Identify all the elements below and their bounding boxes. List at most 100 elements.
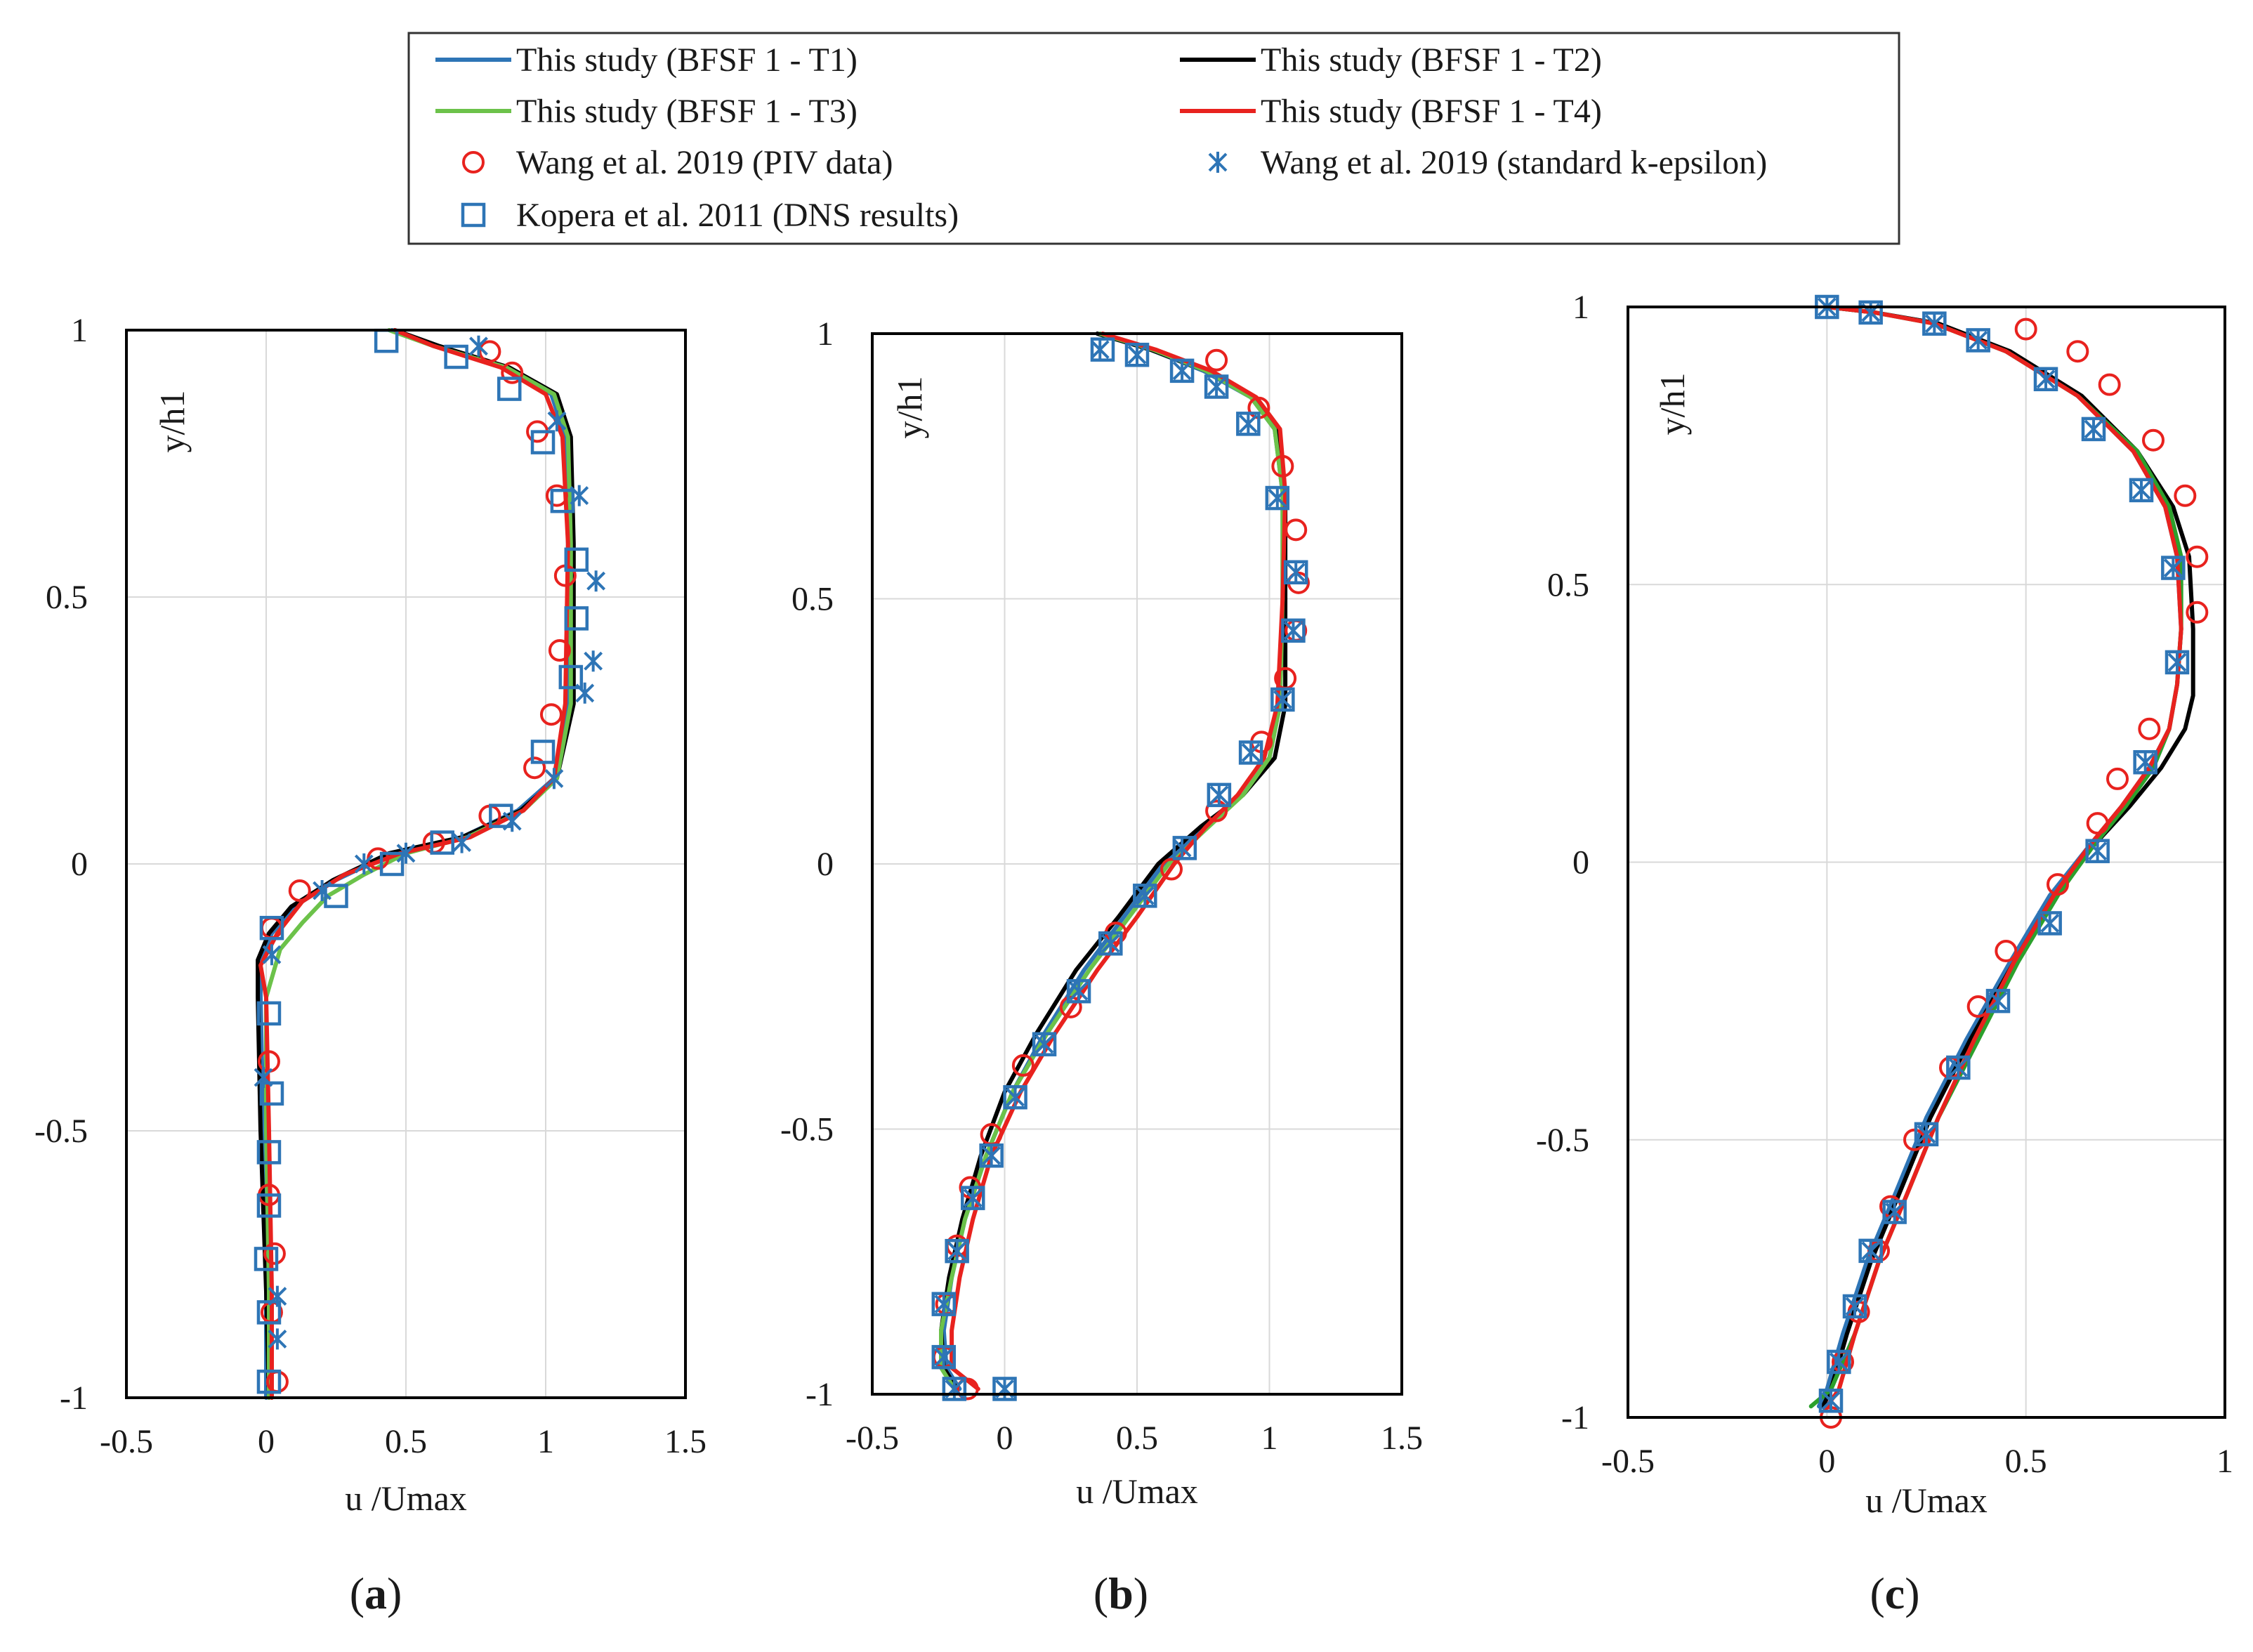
data-point-circle (1205, 348, 1228, 372)
data-point-star (1885, 1201, 1905, 1223)
x-axis-label: u /Umax (1865, 1481, 1988, 1520)
data-point-circle (1205, 799, 1228, 822)
data-point-circle (1271, 454, 1294, 478)
data-point-square (1922, 311, 1947, 336)
x-tick-label: 0.5 (2005, 1443, 2047, 1480)
data-point-circle (2066, 340, 2089, 363)
data-point-circle (288, 879, 311, 902)
data-point-star (1988, 990, 2008, 1012)
y-tick-label: 1 (71, 312, 88, 349)
data-point-square (444, 344, 468, 369)
data-point-star (1845, 1295, 1865, 1317)
data-point-square (1858, 1238, 1883, 1264)
data-point-star (547, 410, 567, 432)
data-point-star (354, 853, 374, 874)
x-axis-label: u /Umax (1076, 1471, 1198, 1511)
data-point-star (2136, 752, 2155, 773)
data-point-square (530, 740, 556, 764)
data-point-square (1090, 337, 1115, 362)
data-point-square (1169, 358, 1195, 383)
data-point-star (1090, 339, 1110, 360)
data-point-star (396, 842, 416, 864)
data-point-star (947, 1240, 967, 1262)
data-point-circle (2186, 601, 2209, 624)
legend-item: Wang et al. 2019 (PIV data) (462, 144, 893, 181)
data-point-star (963, 1187, 983, 1209)
x-axis-label: u /Umax (345, 1479, 467, 1518)
data-point-square (945, 1238, 969, 1264)
legend-marker-swatch (1208, 152, 1228, 173)
data-point-circle (2098, 373, 2121, 396)
legend-item: This study (BFSF 1 - T3) (435, 93, 858, 130)
data-point-star (2132, 479, 2151, 501)
y-tick-label: 0.5 (1547, 566, 1589, 603)
panel-label-close: ) (387, 1568, 402, 1618)
y-axis-label: y/h1 (1653, 373, 1692, 435)
data-point-square (1204, 374, 1229, 399)
legend-item: This study (BFSF 1 - T4) (1180, 93, 1602, 130)
y-tick-label: 0 (1572, 844, 1589, 881)
y-tick-label: 1 (1572, 289, 1589, 326)
y-tick-label: 1 (817, 315, 834, 353)
plot-frame (125, 329, 687, 1399)
data-point-star (584, 650, 603, 672)
y-tick-label: -0.5 (1536, 1122, 1589, 1159)
data-point-square (1238, 740, 1263, 765)
data-point-square (931, 1292, 957, 1316)
data-point-square (558, 664, 584, 690)
data-point-circle (545, 484, 568, 507)
data-point-square (550, 488, 575, 513)
x-tick-label: 1 (2216, 1443, 2233, 1480)
data-point-circle (539, 703, 563, 726)
data-point-square (2081, 417, 2106, 442)
data-point-star (1127, 344, 1147, 366)
data-point-star (2088, 840, 2108, 862)
data-point-square (324, 884, 348, 908)
x-tick-label: 0 (1818, 1443, 1835, 1480)
x-tick-label: 1 (1261, 1420, 1278, 1457)
data-point-star (1006, 1087, 1025, 1108)
panel-c: -0.5 0 0.5 1 -1 -0.5 0 0.5 1 u /Umax y/h1 (c) (1536, 289, 2233, 1618)
data-point-star (1209, 784, 1229, 806)
data-point-circle (2174, 484, 2197, 507)
data-point-square (564, 606, 589, 631)
data-point-square (256, 1001, 282, 1026)
data-point-star (1172, 837, 1192, 859)
data-point-star (1069, 981, 1089, 1002)
x-tick-label: -0.5 (846, 1420, 899, 1457)
data-point-circle (263, 1242, 286, 1265)
data-point-circle (2138, 717, 2161, 740)
data-point-square (2161, 556, 2186, 580)
data-point-square (1858, 300, 1883, 325)
x-tick-label: -0.5 (100, 1423, 153, 1460)
legend-item: Wang et al. 2019 (standard k-epsilon) (1208, 144, 1767, 181)
y-tick-label: 0 (817, 846, 834, 883)
panel-label-open: ( (1093, 1568, 1108, 1618)
data-point-square (1066, 978, 1091, 1004)
data-point-square (979, 1143, 1004, 1168)
data-point-square (379, 851, 405, 877)
legend-item: This study (BFSF 1 - T1) (435, 41, 858, 79)
data-point-square (1281, 618, 1306, 643)
legend-label: This study (BFSF 1 - T1) (516, 41, 858, 79)
data-point-star (1238, 413, 1258, 435)
data-point-square (430, 830, 454, 855)
data-point-circle (2086, 812, 2109, 835)
panel-label: (b) (1093, 1568, 1148, 1618)
data-point-circle (2186, 545, 2209, 568)
data-point-star (1948, 1056, 1968, 1078)
data-point-square (1946, 1055, 1971, 1080)
data-point-square (256, 1300, 282, 1325)
data-point-star (268, 1328, 287, 1350)
x-tick-label: 1.5 (664, 1423, 707, 1460)
panel-b: -0.5 0 0.5 1 1.5 -1 -0.5 0 0.5 1 u /Umax y/h1 (b) (780, 315, 1423, 1618)
y-axis-label: y/h1 (890, 376, 929, 439)
data-point-circle (1011, 1054, 1034, 1077)
data-point-square (256, 1193, 282, 1218)
x-tick-label: 0.5 (1116, 1420, 1158, 1457)
panel-label-letter: b (1108, 1568, 1134, 1618)
legend-frame (407, 32, 1900, 245)
data-point-square (1827, 1349, 1851, 1375)
data-point-square (1098, 931, 1123, 956)
data-point-circle (523, 756, 546, 780)
